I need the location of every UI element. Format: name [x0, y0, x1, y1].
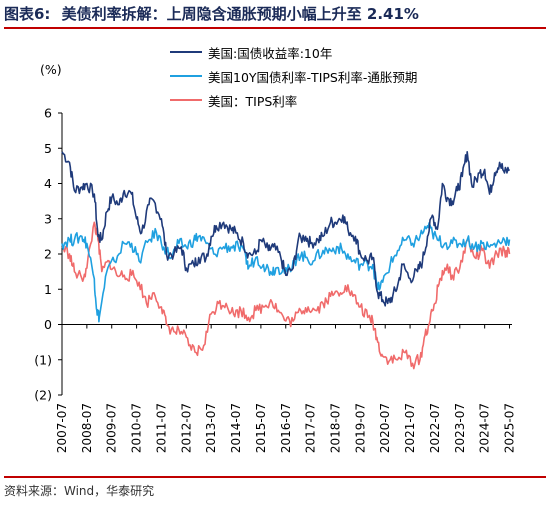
legend-swatch-inflation-expectation — [170, 75, 202, 77]
x-tick-label: 2008-07 — [80, 403, 94, 453]
x-tick-label: 2017-07 — [304, 403, 318, 453]
legend-item-inflation-expectation: 美国10Y国债利率-TIPS利率-通胀预期 — [170, 64, 417, 88]
x-tick-label: 2007-07 — [55, 403, 69, 453]
figure-title: 图表6: 美债利率拆解：上周隐含通胀预期小幅上升至 2.41% — [4, 3, 546, 29]
x-tick-label: 2022-07 — [428, 403, 442, 453]
x-tick-label: 2010-07 — [130, 403, 144, 453]
legend-item-10y-yield: 美国:国债收益率:10年 — [170, 40, 417, 64]
y-tick-label: 6 — [44, 106, 52, 121]
x-tick-label: 2020-07 — [378, 403, 392, 453]
x-tick-label: 2009-07 — [105, 403, 119, 453]
y-tick-label: 4 — [44, 176, 52, 191]
y-tick-label: 5 — [44, 141, 52, 156]
x-tick-label: 2019-07 — [353, 403, 367, 453]
y-tick-label: (2) — [34, 388, 52, 403]
x-tick-label: 2024-07 — [478, 403, 492, 453]
legend-label-10y-yield: 美国:国债收益率:10年 — [208, 45, 333, 61]
legend-label-tips-rate: 美国：TIPS利率 — [208, 93, 298, 109]
x-tick-label: 2016-07 — [279, 403, 293, 453]
chart-legend: 美国:国债收益率:10年 美国10Y国债利率-TIPS利率-通胀预期 美国：TI… — [170, 40, 417, 112]
x-tick-label: 2014-07 — [229, 403, 243, 453]
x-tick-label: 2012-07 — [179, 403, 193, 453]
y-tick-label: 1 — [44, 282, 52, 297]
y-axis-unit: (%) — [40, 62, 62, 77]
x-tick-label: 2018-07 — [328, 403, 342, 453]
series-line-10y-yield — [61, 151, 511, 307]
line-chart: 6 5 4 3 2 1 0 (1) (2)2007-07 2008-07 2009-07 2010-0… — [34, 106, 517, 454]
series-line-tips-rate — [61, 221, 511, 370]
figure-number: 图表6: — [4, 5, 51, 23]
legend-label-inflation-expectation: 美国10Y国债利率-TIPS利率-通胀预期 — [208, 69, 418, 85]
x-tick-label: 2025-07 — [503, 403, 517, 453]
x-tick-label: 2011-07 — [154, 403, 168, 453]
x-tick-label: 2023-07 — [453, 403, 467, 453]
y-tick-label: 3 — [44, 211, 52, 226]
x-tick-label: 2015-07 — [254, 403, 268, 453]
figure-title-text: 美债利率拆解：上周隐含通胀预期小幅上升至 2.41% — [61, 5, 419, 23]
source-note: 资料来源：Wind，华泰研究 — [4, 476, 546, 499]
legend-swatch-10y-yield — [170, 51, 202, 53]
x-tick-label: 2013-07 — [204, 403, 218, 453]
x-tick-label: 2021-07 — [403, 403, 417, 453]
y-tick-label: (1) — [34, 352, 52, 367]
y-tick-label: 2 — [44, 247, 52, 262]
legend-item-tips-rate: 美国：TIPS利率 — [170, 88, 417, 112]
legend-swatch-tips-rate — [170, 99, 202, 101]
y-tick-label: 0 — [44, 317, 52, 332]
